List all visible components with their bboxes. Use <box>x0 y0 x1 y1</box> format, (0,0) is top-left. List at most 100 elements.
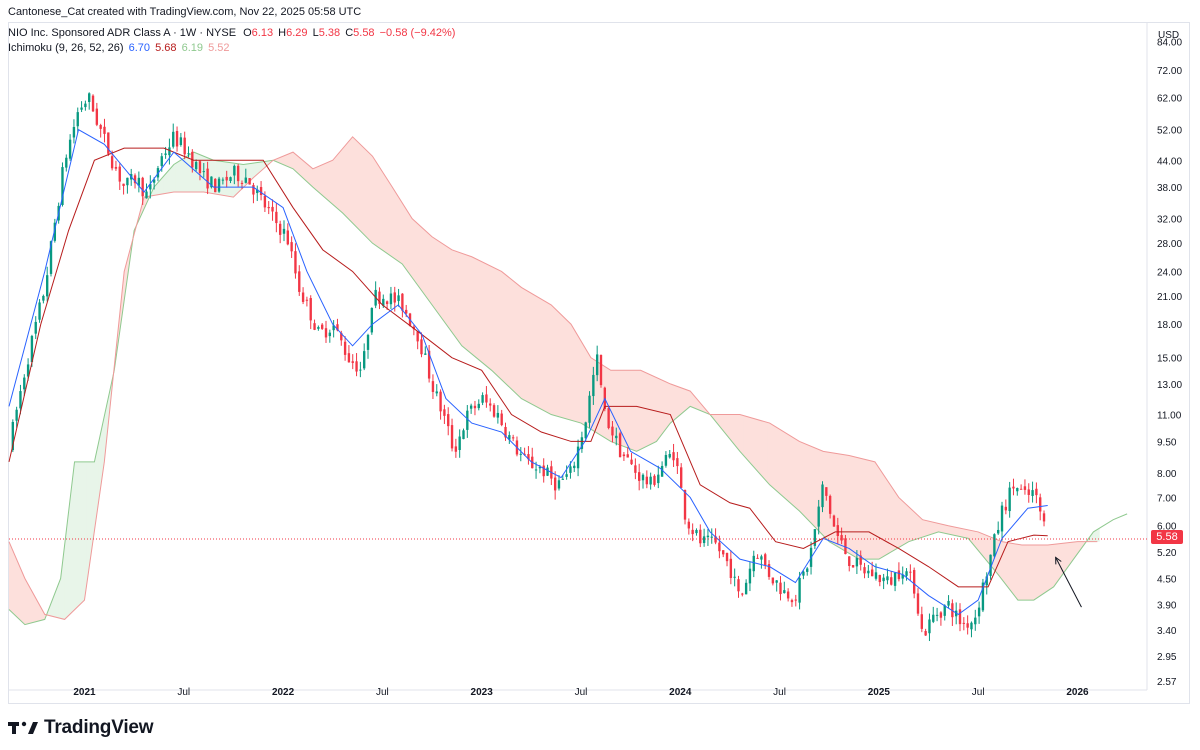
cloud-segment <box>767 422 771 485</box>
cloud-segment <box>946 525 949 535</box>
candle-body <box>786 591 790 599</box>
cloud-segment <box>1007 542 1011 590</box>
tradingview-footer[interactable]: TradingView <box>8 715 154 741</box>
cloud-segment <box>1041 545 1045 595</box>
cloud-segment <box>291 152 294 169</box>
cloud-segment <box>900 499 904 547</box>
candle-body <box>1023 486 1027 490</box>
base-value: 5.68 <box>155 42 177 54</box>
candle-body <box>622 454 626 457</box>
candle-body <box>798 577 801 603</box>
cloud-segment <box>702 405 705 413</box>
x-tick-label: 2021 <box>73 687 96 698</box>
currency-label: USD <box>1158 30 1179 41</box>
candle-body <box>920 614 923 629</box>
cloud-segment <box>970 530 973 544</box>
cloud-segment <box>1061 543 1064 576</box>
y-tick-label: 8.00 <box>1157 469 1177 480</box>
candle-body <box>752 555 755 572</box>
candle-body <box>485 394 488 403</box>
candle-body <box>42 295 45 301</box>
cloud-segment <box>902 501 906 546</box>
cloud-segment <box>567 320 570 420</box>
candle-body <box>263 195 267 208</box>
cloud-segment <box>80 461 83 604</box>
cloud-segment <box>28 585 32 624</box>
cloud-segment <box>434 238 437 311</box>
cloud-segment <box>82 461 85 603</box>
candle-body <box>660 465 664 477</box>
candle-body <box>53 222 57 241</box>
cloud-segment <box>805 443 808 520</box>
candle-body <box>473 405 477 409</box>
cloud-segment <box>690 391 693 408</box>
cloud-segment <box>497 269 500 378</box>
candle-body <box>618 433 622 458</box>
cloud-segment <box>1019 544 1023 601</box>
candle-body <box>828 495 832 514</box>
candle-body <box>340 332 343 341</box>
candle-body <box>702 536 706 544</box>
cloud-segment <box>491 266 494 373</box>
cloud-segment <box>956 527 959 537</box>
candle-body <box>527 454 530 460</box>
candle-body <box>359 369 362 371</box>
candle-body <box>366 334 370 350</box>
candle-body <box>164 153 167 155</box>
candle-body <box>107 132 110 154</box>
chart-frame[interactable] <box>8 22 1190 704</box>
cloud-segment <box>920 517 923 538</box>
cloud-segment <box>793 437 796 508</box>
cloud-segment <box>296 155 300 175</box>
cloud-segment <box>1097 528 1100 542</box>
cloud-segment <box>489 265 493 371</box>
candle-body <box>699 529 702 544</box>
candle-body <box>783 590 786 594</box>
cloud-segment <box>533 294 536 407</box>
candle-body <box>844 538 847 555</box>
cloud-segment <box>982 533 985 558</box>
candle-body <box>229 177 232 181</box>
indicator-name[interactable]: Ichimoku (9, 26, 52, 26) <box>8 42 124 54</box>
cloud-segment <box>1049 544 1053 590</box>
cloud-segment <box>644 372 647 448</box>
cloud-segment <box>747 416 751 463</box>
cloud-segment <box>422 227 425 294</box>
cloud-segment <box>461 253 465 348</box>
candle-body <box>687 521 691 529</box>
cloud-segment <box>646 373 649 447</box>
candle-body <box>756 557 759 559</box>
candle-body <box>638 472 641 481</box>
cloud-segment <box>731 414 735 444</box>
cloud-segment <box>620 370 624 447</box>
candle-body <box>741 593 744 595</box>
candle-body <box>588 395 591 423</box>
symbol-name[interactable]: NIO Inc. Sponsored ADR Class A · 1W · NY… <box>8 27 237 39</box>
symbol-legend[interactable]: NIO Inc. Sponsored ADR Class A · 1W · NY… <box>8 27 457 39</box>
cloud-segment <box>483 262 487 366</box>
candle-body <box>187 153 190 155</box>
cloud-segment <box>1027 545 1031 601</box>
last-price-label: 5.58 <box>1151 530 1183 544</box>
cloud-segment <box>74 461 77 610</box>
candle-body <box>714 536 717 543</box>
candle-body <box>504 426 507 438</box>
cloud-segment <box>835 453 838 547</box>
cloud-segment <box>465 254 469 351</box>
cloud-segment <box>398 196 401 263</box>
x-tick-label: Jul <box>972 687 985 698</box>
cloud-segment <box>725 414 729 437</box>
candle-body <box>290 242 293 252</box>
candle-body <box>141 177 144 197</box>
candle-body <box>977 607 981 617</box>
cloud-segment <box>910 508 914 542</box>
cloud-segment <box>467 255 471 353</box>
candle-body <box>435 391 438 394</box>
cloud-segment <box>443 244 447 324</box>
cloud-segment <box>52 593 56 617</box>
indicator-legend[interactable]: Ichimoku (9, 26, 52, 26) 6.70 5.68 6.19 … <box>8 42 232 54</box>
cloud-segment <box>439 241 443 319</box>
cloud-segment <box>72 461 75 612</box>
candle-body <box>447 414 450 427</box>
